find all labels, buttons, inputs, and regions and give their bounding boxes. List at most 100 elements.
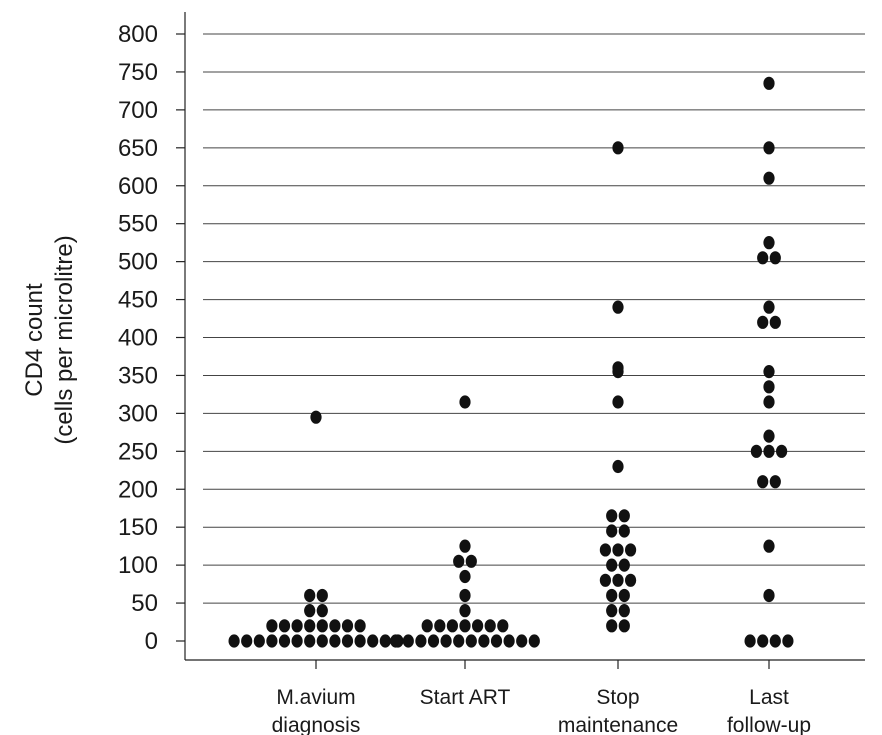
data-point: [528, 634, 540, 648]
data-point: [763, 236, 775, 250]
x-tick-label: Start ART: [420, 686, 511, 709]
y-tick-label: 350: [118, 362, 158, 389]
data-point: [763, 444, 775, 458]
data-point: [763, 171, 775, 185]
data-point: [618, 588, 630, 603]
data-point: [291, 634, 303, 648]
data-point: [763, 429, 775, 443]
data-point: [354, 634, 366, 648]
y-tick-label: 700: [118, 97, 158, 124]
y-tick-label: 600: [118, 173, 158, 200]
y-tick-label: 200: [118, 476, 158, 503]
data-point: [329, 634, 341, 648]
data-point: [769, 251, 781, 265]
axes: [184, 12, 865, 661]
gridlines: [176, 33, 865, 642]
data-point: [612, 459, 624, 474]
data-point: [612, 543, 624, 557]
data-point: [415, 634, 427, 648]
data-point: [625, 543, 637, 557]
data-point: [253, 634, 265, 648]
data-point: [757, 475, 769, 489]
y-tick-labels: 0 50 100 150 200 250 300 350 400 450 500 550 600 650 7…: [118, 21, 158, 655]
data-point: [612, 141, 624, 155]
data-point: [763, 588, 775, 603]
data-point: [776, 444, 788, 458]
x-tick-label: M.avium: [276, 686, 355, 709]
data-point: [316, 588, 328, 603]
x-tick-labels: M.avium diagnosis Start ART Stop maintenance…: [272, 660, 811, 735]
data-point: [750, 444, 763, 458]
data-point: [459, 588, 471, 603]
y-tick-label: 250: [118, 438, 158, 465]
data-point: [316, 634, 328, 648]
data-point: [421, 619, 433, 633]
data-point: [459, 604, 471, 618]
data-point: [459, 395, 471, 409]
data-point: [228, 634, 240, 648]
y-tick-label: 750: [118, 59, 158, 86]
y-tick-label: 550: [118, 211, 158, 238]
y-tick-label: 800: [118, 21, 158, 48]
data-point: [606, 588, 618, 603]
y-tick-label: 450: [118, 287, 158, 314]
data-point: [782, 634, 794, 648]
data-point: [304, 634, 316, 648]
data-point: [606, 524, 618, 538]
data-point: [453, 554, 465, 568]
data-point: [618, 604, 630, 618]
y-axis-title-line2: (cells per microlitre): [51, 235, 78, 444]
data-point: [465, 554, 477, 568]
data-point: [757, 634, 769, 648]
data-point: [472, 619, 484, 633]
data-point: [241, 634, 253, 648]
y-tick-label: 500: [118, 249, 158, 276]
data-point: [304, 588, 316, 603]
data-point: [516, 634, 528, 648]
data-point: [763, 539, 775, 553]
data-point: [465, 634, 477, 648]
x-tick-label: Last: [749, 686, 789, 709]
data-point: [606, 509, 618, 523]
data-point: [440, 634, 452, 648]
data-point: [278, 619, 291, 633]
data-point: [459, 569, 471, 584]
data-point: [625, 573, 637, 587]
data-point: [612, 300, 624, 314]
data-point: [763, 76, 775, 90]
data-point: [497, 619, 509, 633]
x-tick-label-line2: diagnosis: [272, 714, 361, 735]
y-tick-label: 300: [118, 400, 158, 427]
data-point: [310, 410, 322, 424]
data-point: [459, 539, 471, 553]
data-point: [434, 619, 446, 633]
data-point: [291, 619, 303, 633]
data-point: [329, 619, 341, 633]
x-tick-label: Stop: [596, 686, 639, 709]
data-point: [606, 558, 618, 572]
data-point: [427, 634, 440, 648]
data-point: [606, 619, 618, 633]
data-points: [228, 76, 794, 648]
data-point: [769, 475, 781, 489]
data-point: [618, 619, 630, 633]
data-point: [763, 380, 775, 394]
data-point: [304, 619, 316, 633]
data-point: [304, 604, 316, 618]
data-point: [618, 509, 630, 523]
data-point: [266, 634, 278, 648]
data-point: [354, 619, 366, 633]
data-point: [757, 251, 769, 265]
data-point: [606, 604, 618, 618]
data-point: [453, 634, 465, 648]
y-tick-label: 0: [145, 628, 158, 655]
x-tick-label-line2: maintenance: [558, 714, 678, 735]
data-point: [367, 634, 379, 648]
y-tick-label: 650: [118, 135, 158, 162]
data-point: [744, 634, 756, 648]
y-tick-label: 400: [118, 325, 158, 352]
data-point: [459, 619, 471, 633]
data-point: [612, 361, 624, 375]
data-point: [612, 395, 624, 409]
data-point: [757, 315, 769, 329]
